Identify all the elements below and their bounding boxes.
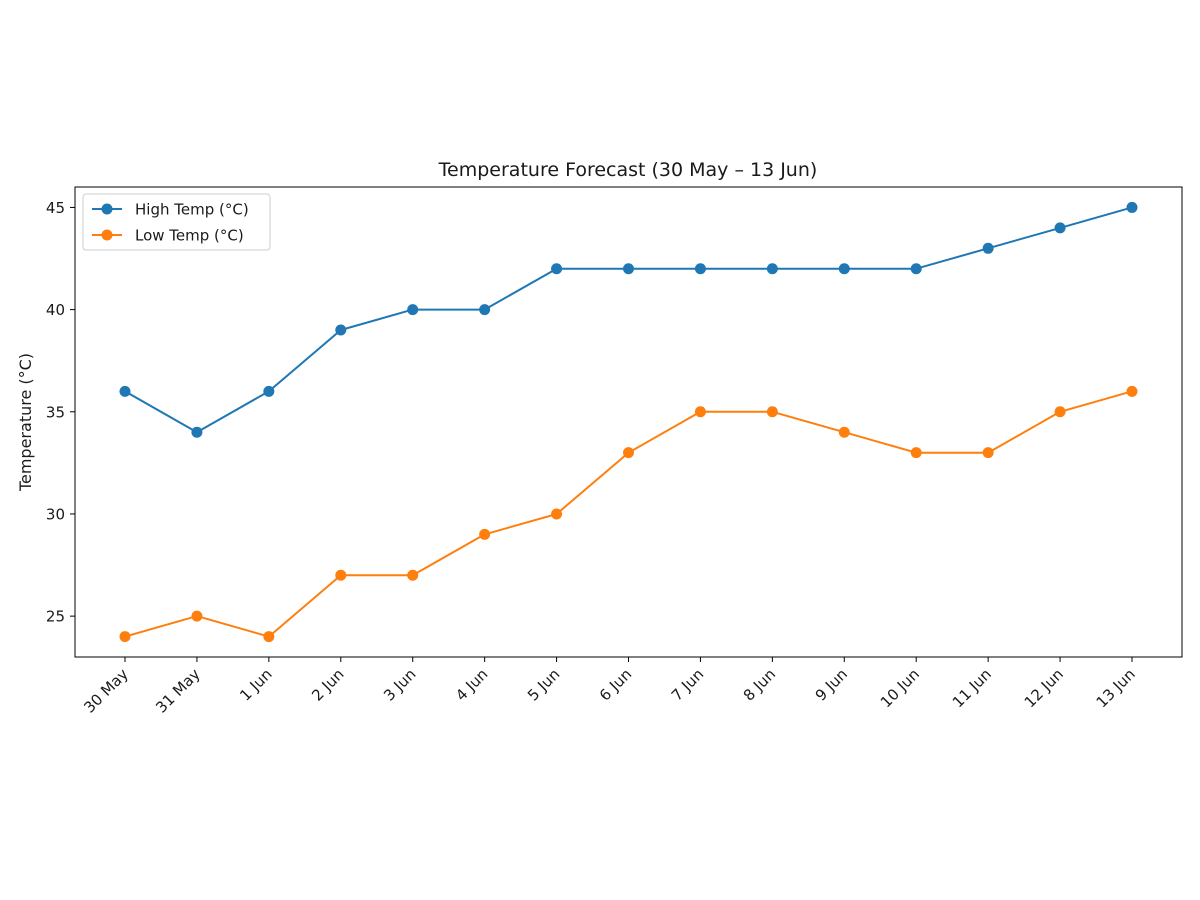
series-line-1: [124, 206, 1133, 434]
x-tick-label: 1 Jun: [236, 665, 275, 704]
series-1-point: [551, 263, 563, 275]
y-tick-label: 35: [46, 403, 65, 421]
series-1-point: [407, 304, 419, 316]
x-tick-label: 9 Jun: [812, 665, 851, 704]
series-2-point: [766, 406, 778, 418]
series-1-point: [838, 263, 850, 275]
x-tick-label: 3 Jun: [380, 665, 419, 704]
series-2-point: [551, 508, 563, 520]
x-tick-label: 11 Jun: [949, 665, 995, 711]
series-2-point: [694, 406, 706, 418]
x-tick-label: 4 Jun: [452, 665, 491, 704]
legend-box: [82, 193, 271, 251]
x-tick-label: 2 Jun: [308, 665, 347, 704]
series-line-2: [124, 390, 1133, 638]
series-2-point: [335, 569, 347, 581]
chart-title: Temperature Forecast (30 May – 13 Jun): [438, 159, 818, 181]
x-tick-label: 12 Jun: [1021, 665, 1067, 711]
x-tick-label: 31 May: [152, 665, 204, 717]
y-tick-label: 40: [46, 301, 65, 319]
x-tick-label: 6 Jun: [596, 665, 635, 704]
series-1-point: [119, 385, 131, 397]
series-1-point: [191, 426, 203, 438]
series-2-point: [1126, 385, 1138, 397]
legend-label-1: High Temp (°C): [135, 201, 249, 219]
series-2-point: [407, 569, 419, 581]
y-axis-label: Temperature (°C): [16, 353, 35, 492]
x-tick-label: 5 Jun: [524, 665, 563, 704]
series-2-point: [191, 610, 203, 622]
series-1-point: [1126, 201, 1138, 213]
series-1-point: [766, 263, 778, 275]
series-2-point: [479, 528, 491, 540]
series-2-point: [1054, 406, 1066, 418]
series-1-point: [982, 242, 994, 254]
y-tick-label: 30: [46, 505, 65, 523]
series-2-point: [838, 426, 850, 438]
x-tick-label: 30 May: [80, 665, 132, 717]
x-tick-label: 13 Jun: [1093, 665, 1139, 711]
series-1-point: [479, 304, 491, 316]
series-1-point: [1054, 222, 1066, 234]
series-2-point: [910, 447, 922, 459]
y-tick-label: 45: [46, 199, 65, 217]
series-2-point: [263, 631, 275, 643]
series-1-point: [910, 263, 922, 275]
series-2-point: [982, 447, 994, 459]
series-2-point: [623, 447, 634, 459]
legend-marker-2: [101, 229, 113, 241]
series-1-point: [263, 385, 275, 397]
series-1-point: [623, 263, 634, 275]
legend-marker-1: [101, 203, 113, 215]
y-tick-label: 25: [46, 608, 65, 626]
x-tick-label: 7 Jun: [668, 665, 707, 704]
x-tick-label: 10 Jun: [877, 665, 923, 711]
series-1-point: [335, 324, 347, 336]
plot-frame: [74, 186, 1183, 658]
series-2-point: [119, 631, 131, 643]
legend-label-2: Low Temp (°C): [135, 227, 244, 245]
series-1-point: [694, 263, 706, 275]
x-tick-label: 8 Jun: [740, 665, 779, 704]
